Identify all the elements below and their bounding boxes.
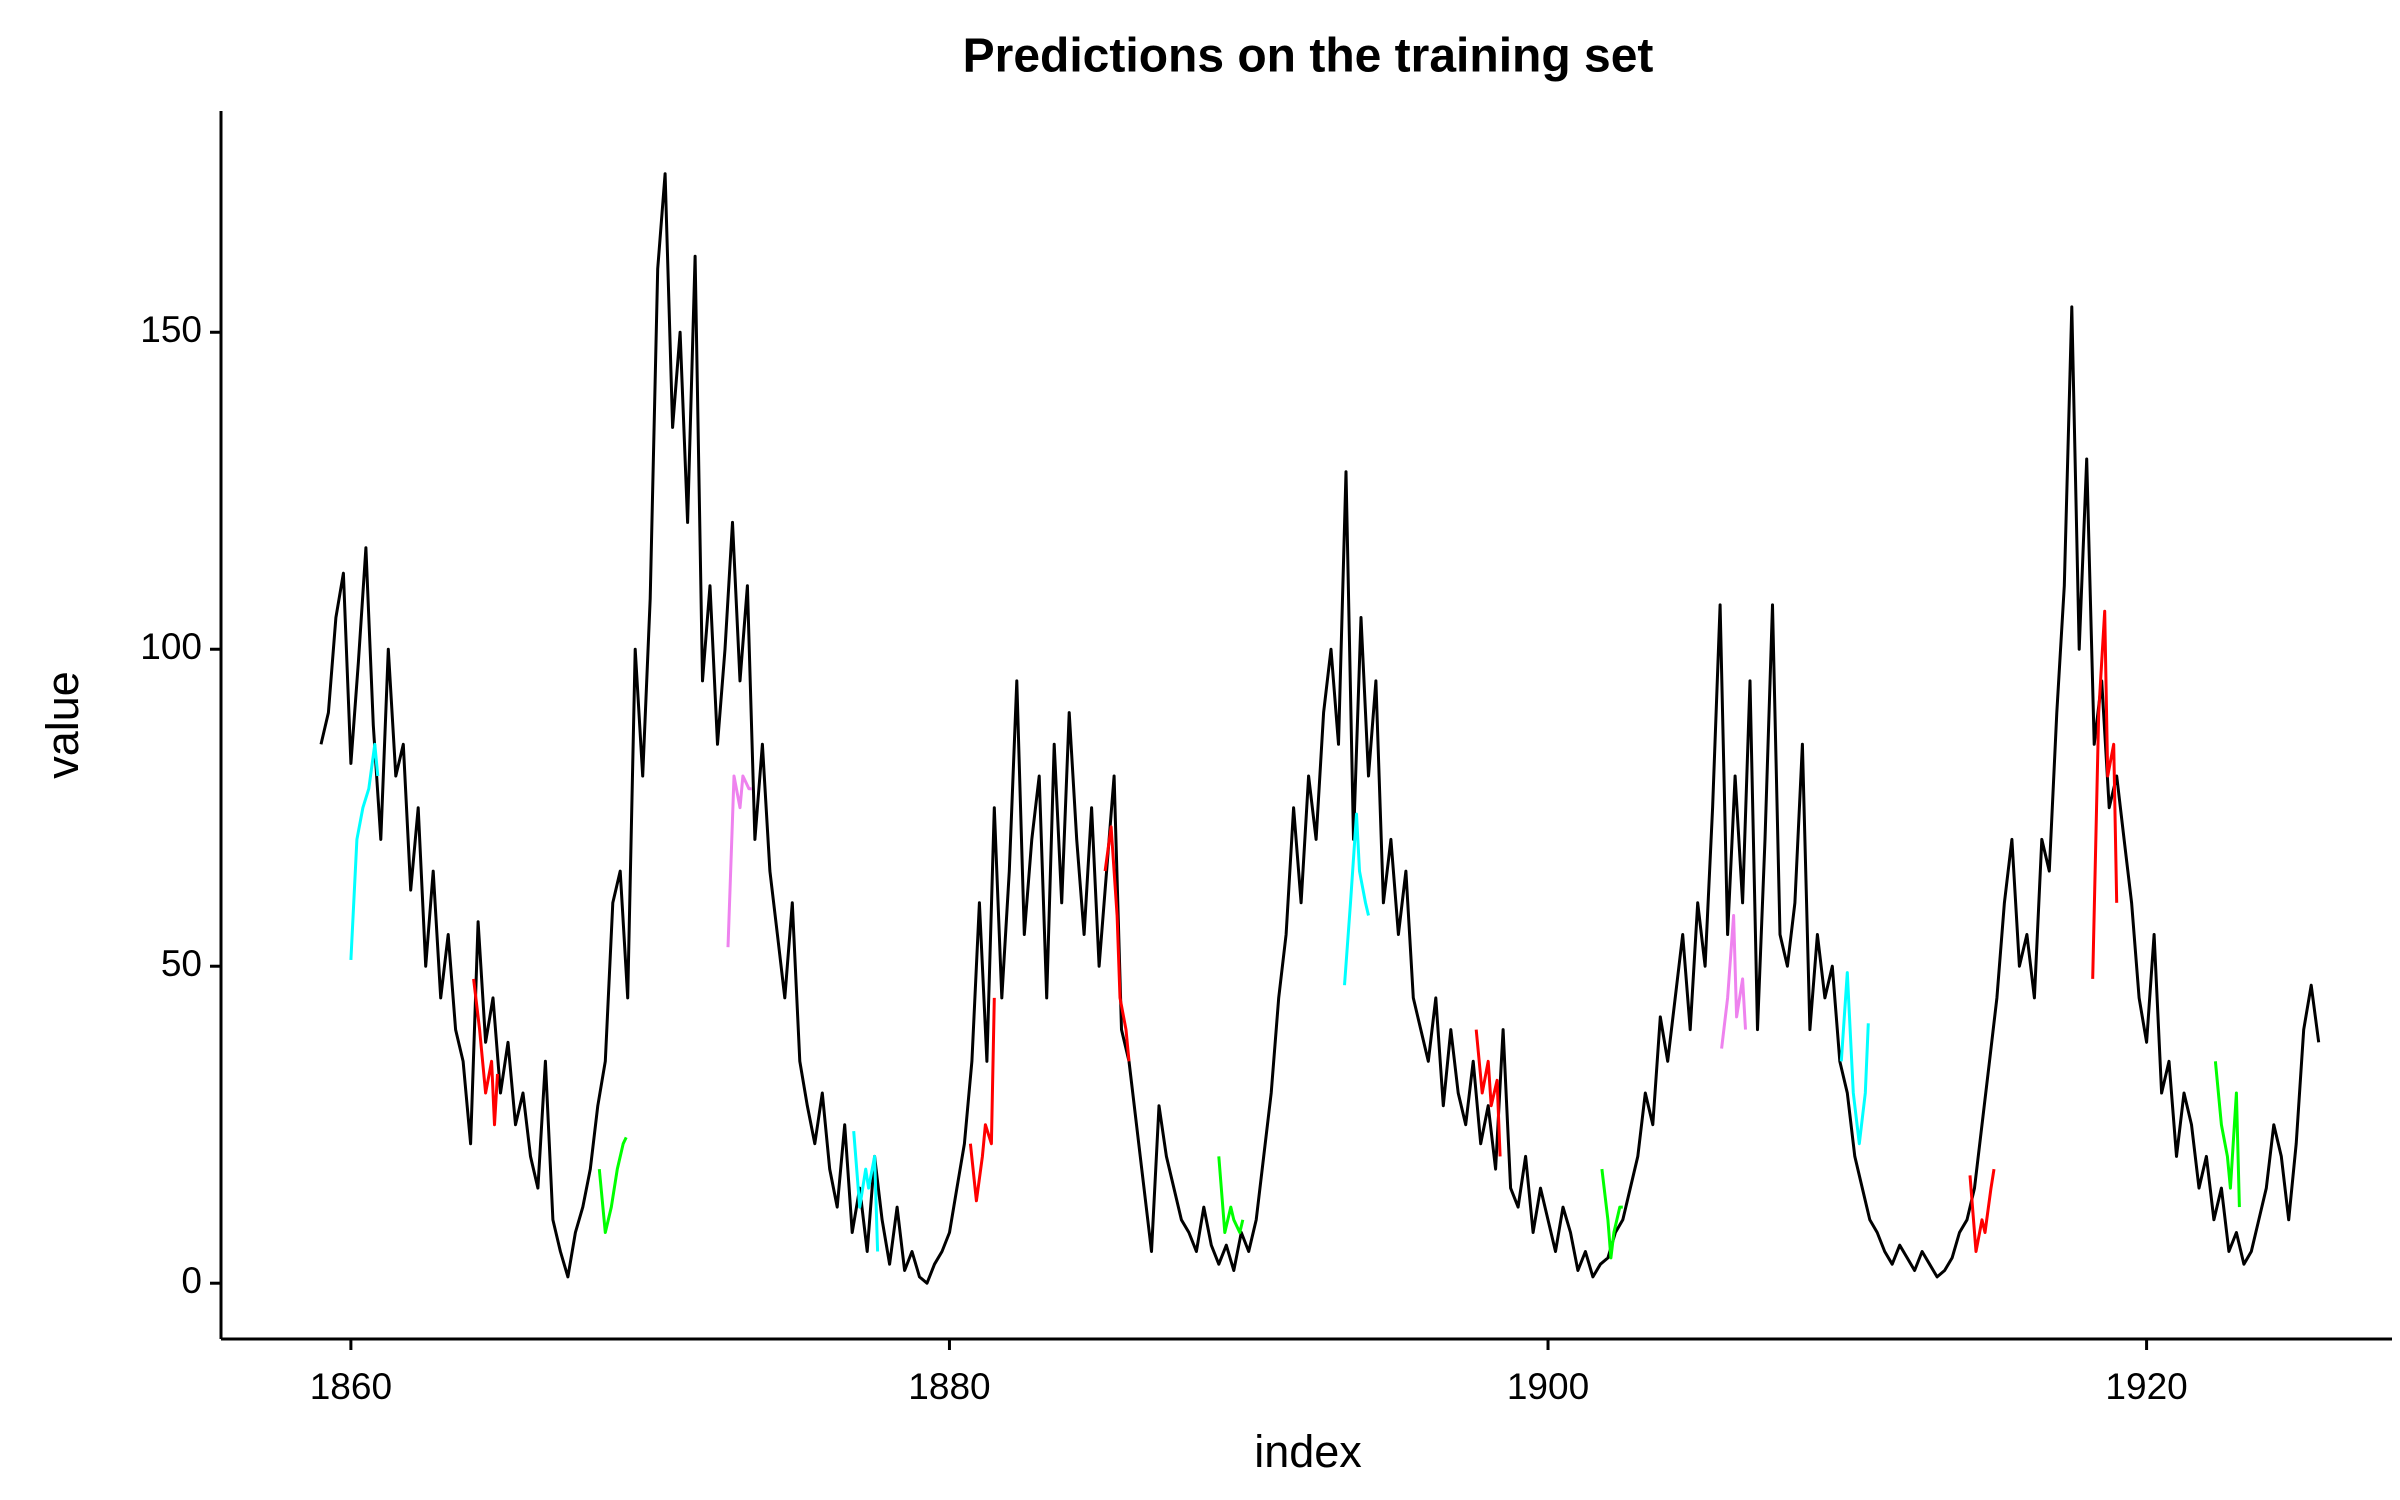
series-line [1720, 914, 1747, 1049]
series-line [1839, 971, 1870, 1146]
y-tick-label: 100 [140, 626, 202, 667]
series-line [968, 997, 996, 1203]
series-line [1103, 825, 1131, 1062]
series-line [1600, 1168, 1623, 1260]
series-line [319, 172, 2321, 1285]
series-line [2213, 1061, 2241, 1208]
x-tick-label: 1880 [908, 1366, 990, 1407]
y-tick-label: 50 [161, 943, 202, 984]
series-line [852, 1130, 880, 1252]
x-axis-title: index [1254, 1426, 1362, 1477]
y-axis-title: value [37, 671, 88, 779]
series-line [1217, 1156, 1245, 1234]
series-line [2091, 609, 2119, 979]
x-tick-label: 1920 [2105, 1366, 2187, 1407]
series-line [349, 742, 380, 960]
x-tick-label: 1900 [1507, 1366, 1589, 1407]
series-line [726, 774, 752, 948]
y-tick-label: 150 [140, 309, 202, 350]
series-line [1968, 1168, 1996, 1253]
series-line [1474, 1029, 1502, 1157]
chart-title: Predictions on the training set [963, 30, 1654, 83]
x-tick-label: 1860 [310, 1366, 392, 1407]
y-tick-label: 0 [181, 1260, 202, 1301]
series-line [472, 978, 499, 1127]
series-line [597, 1136, 628, 1234]
series-line [1343, 812, 1370, 986]
